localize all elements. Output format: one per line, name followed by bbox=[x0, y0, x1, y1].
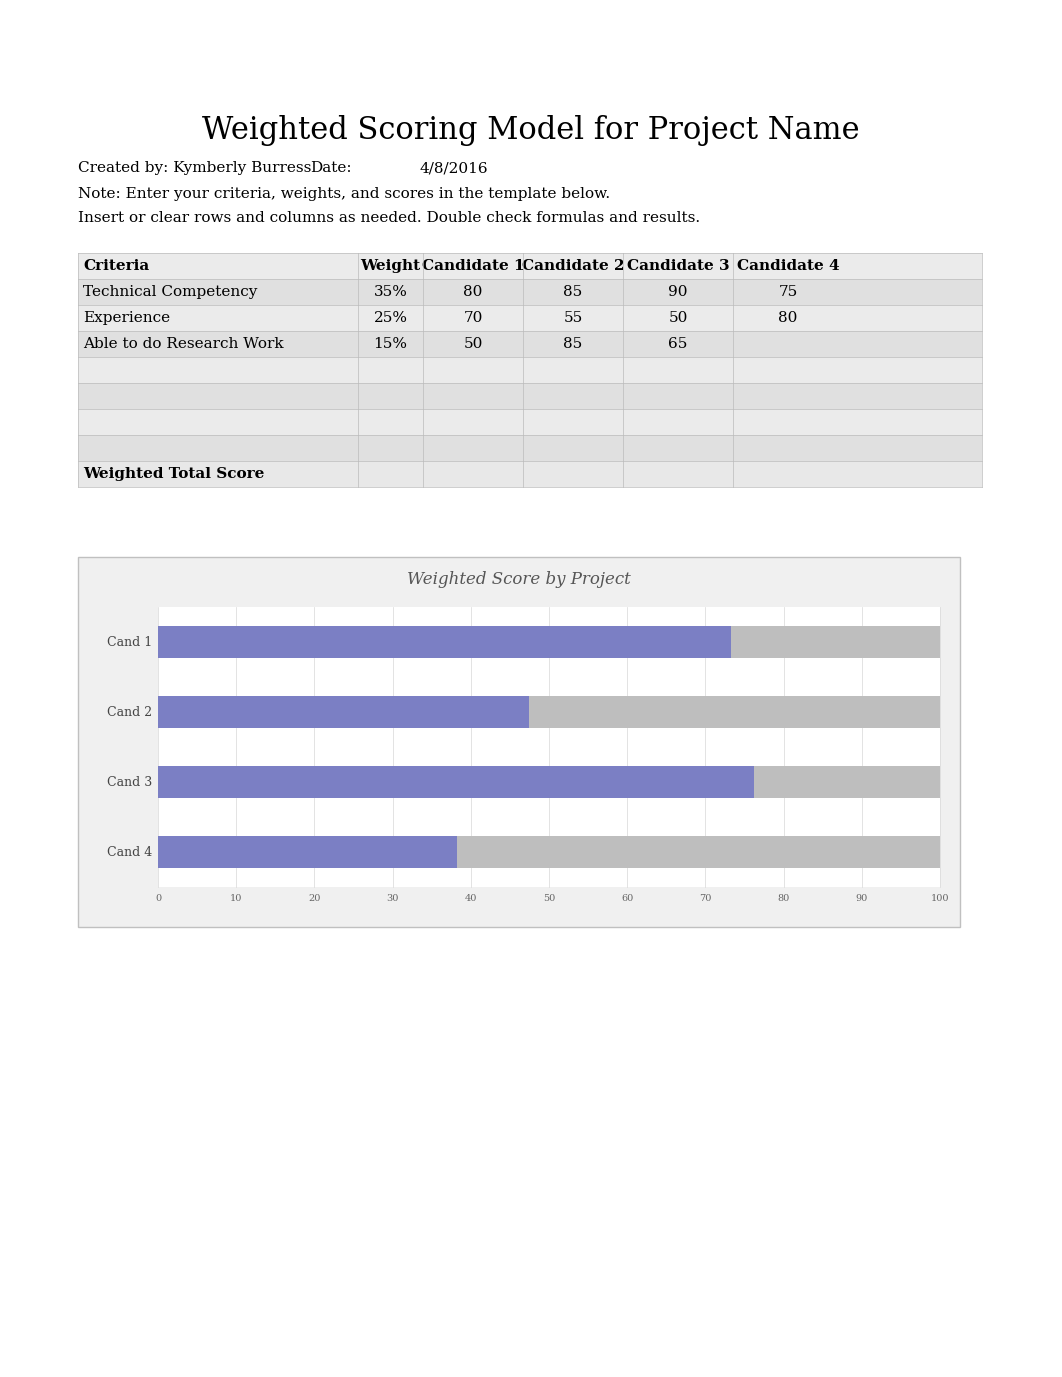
Text: 80: 80 bbox=[777, 894, 790, 903]
Text: 0: 0 bbox=[155, 894, 161, 903]
Text: Created by: Kymberly Burress: Created by: Kymberly Burress bbox=[78, 161, 311, 175]
Bar bbox=[158, 766, 940, 797]
Text: Candidate 1: Candidate 1 bbox=[422, 259, 525, 273]
Text: 100: 100 bbox=[930, 894, 949, 903]
Text: Candidate 3: Candidate 3 bbox=[627, 259, 730, 273]
Text: 20: 20 bbox=[308, 894, 321, 903]
Bar bbox=[158, 697, 940, 728]
Bar bbox=[78, 558, 960, 927]
Text: Weighted Score by Project: Weighted Score by Project bbox=[407, 570, 631, 588]
Bar bbox=[78, 253, 982, 280]
Bar bbox=[158, 766, 754, 797]
Text: 10: 10 bbox=[230, 894, 242, 903]
Text: Candidate 4: Candidate 4 bbox=[737, 259, 839, 273]
Text: 15%: 15% bbox=[374, 337, 408, 351]
Text: 50: 50 bbox=[668, 311, 688, 325]
Text: Able to do Research Work: Able to do Research Work bbox=[83, 337, 284, 351]
Text: Cand 4: Cand 4 bbox=[107, 845, 152, 858]
Text: 80: 80 bbox=[778, 311, 798, 325]
Text: 35%: 35% bbox=[374, 285, 408, 299]
Text: Experience: Experience bbox=[83, 311, 170, 325]
Text: 85: 85 bbox=[563, 285, 583, 299]
Text: 40: 40 bbox=[464, 894, 477, 903]
Text: Criteria: Criteria bbox=[83, 259, 150, 273]
Text: Weighted Total Score: Weighted Total Score bbox=[83, 467, 264, 481]
Bar bbox=[158, 627, 940, 658]
Text: 65: 65 bbox=[668, 337, 688, 351]
Bar bbox=[78, 357, 982, 383]
Bar bbox=[78, 280, 982, 304]
Text: 25%: 25% bbox=[374, 311, 408, 325]
Text: 60: 60 bbox=[621, 894, 633, 903]
Text: 80: 80 bbox=[463, 285, 483, 299]
Bar bbox=[78, 435, 982, 461]
Bar bbox=[158, 627, 731, 658]
Bar bbox=[78, 304, 982, 330]
Text: Cand 2: Cand 2 bbox=[107, 705, 152, 719]
Bar bbox=[158, 836, 940, 868]
Text: Cand 1: Cand 1 bbox=[107, 636, 152, 649]
Bar bbox=[78, 409, 982, 435]
Bar bbox=[78, 330, 982, 357]
Text: 50: 50 bbox=[543, 894, 555, 903]
Text: Date:: Date: bbox=[310, 161, 352, 175]
Text: Weight: Weight bbox=[360, 259, 421, 273]
Bar bbox=[78, 253, 982, 487]
Text: 85: 85 bbox=[563, 337, 583, 351]
Text: 30: 30 bbox=[387, 894, 399, 903]
Bar bbox=[158, 697, 530, 728]
Text: Weighted Scoring Model for Project Name: Weighted Scoring Model for Project Name bbox=[202, 114, 860, 146]
Text: 90: 90 bbox=[856, 894, 868, 903]
Bar bbox=[158, 836, 457, 868]
Text: 75: 75 bbox=[778, 285, 798, 299]
Text: 70: 70 bbox=[463, 311, 483, 325]
Text: 4/8/2016: 4/8/2016 bbox=[419, 161, 489, 175]
Text: 70: 70 bbox=[699, 894, 712, 903]
Text: Cand 3: Cand 3 bbox=[107, 775, 152, 789]
Text: 90: 90 bbox=[668, 285, 688, 299]
Text: Technical Competency: Technical Competency bbox=[83, 285, 257, 299]
Bar bbox=[78, 383, 982, 409]
Text: Candidate 2: Candidate 2 bbox=[521, 259, 624, 273]
Text: 50: 50 bbox=[463, 337, 483, 351]
Text: Insert or clear rows and columns as needed. Double check formulas and results.: Insert or clear rows and columns as need… bbox=[78, 211, 700, 224]
Text: Note: Enter your criteria, weights, and scores in the template below.: Note: Enter your criteria, weights, and … bbox=[78, 187, 611, 201]
Text: 55: 55 bbox=[563, 311, 583, 325]
Bar bbox=[158, 607, 940, 887]
